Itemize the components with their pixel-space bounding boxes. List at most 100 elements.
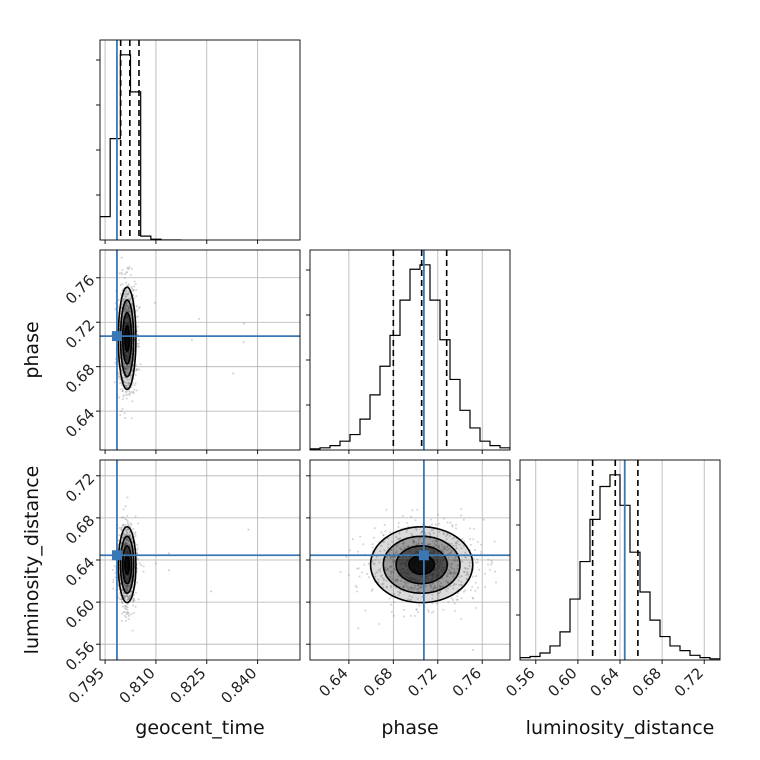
sample-point (469, 527, 472, 530)
sample-point (125, 543, 128, 545)
sample-point (403, 581, 406, 584)
sample-point (123, 543, 126, 545)
sample-point (452, 544, 455, 547)
sample-point (354, 584, 357, 587)
sample-point (429, 543, 432, 546)
sample-point (367, 562, 370, 565)
sample-point (455, 541, 458, 544)
sample-point (399, 548, 402, 551)
sample-point (431, 593, 434, 596)
sample-point (132, 597, 135, 600)
sample-point (127, 308, 130, 310)
sample-point (438, 546, 441, 549)
sample-point (414, 527, 417, 530)
sample-point (130, 547, 133, 550)
sample-point (134, 373, 137, 376)
sample-point (397, 593, 400, 596)
sample-point (125, 584, 128, 587)
sample-point (130, 578, 133, 581)
contour-line (124, 324, 131, 352)
panel-geocent_time-1 (100, 250, 300, 450)
sample-point (363, 563, 366, 566)
panel-geocent_time-2 (100, 460, 300, 660)
sample-point (420, 542, 423, 545)
sample-point (450, 572, 453, 575)
sample-point (412, 588, 415, 591)
sample-point (125, 594, 128, 597)
sample-point (128, 394, 131, 396)
sample-point (361, 571, 364, 574)
sample-point (125, 367, 128, 369)
sample-point (460, 575, 463, 578)
sample-point (133, 297, 136, 300)
x-tick-label: 0.64 (315, 664, 351, 700)
sample-point (127, 523, 130, 526)
sample-point (387, 543, 390, 546)
sample-point (448, 535, 451, 538)
sample-point (382, 578, 385, 580)
sample-point (125, 542, 127, 545)
sample-point (132, 288, 135, 291)
sample-point (495, 581, 497, 584)
sample-point (125, 611, 128, 614)
sample-point (383, 549, 386, 552)
sample-point (124, 308, 127, 311)
truth-marker (111, 550, 122, 561)
sample-point (123, 363, 126, 365)
sample-point (125, 367, 127, 370)
sample-point (455, 544, 458, 547)
sample-point (131, 302, 134, 305)
sample-point (121, 303, 123, 306)
sample-point (447, 564, 450, 567)
sample-point (122, 545, 125, 548)
sample-point (362, 543, 365, 546)
sample-point (474, 549, 477, 551)
sample-point (126, 528, 129, 531)
sample-point (128, 584, 131, 587)
labels-layer: geocent_time phase luminosity_distance p… (21, 321, 714, 739)
sample-point (123, 524, 126, 527)
sample-point (394, 551, 397, 554)
sample-point (427, 543, 430, 546)
sample-point (441, 577, 444, 580)
sample-point (136, 368, 139, 371)
sample-point (136, 552, 139, 555)
sample-point (126, 293, 129, 296)
sample-point (134, 515, 137, 518)
sample-point (121, 273, 124, 276)
sample-point (415, 608, 418, 611)
sample-point (121, 388, 124, 391)
sample-point (394, 555, 396, 558)
sample-point (132, 594, 135, 597)
sample-point (379, 550, 382, 553)
sample-point (120, 272, 123, 274)
y-tick-label: 0.68 (62, 512, 98, 548)
sample-point (132, 289, 135, 292)
sample-point (136, 342, 139, 345)
sample-point (395, 578, 398, 581)
sample-point (121, 289, 124, 292)
sample-point (118, 527, 121, 529)
sample-point (396, 538, 399, 540)
sample-point (127, 528, 130, 531)
x-tick-label: 0.68 (360, 664, 396, 700)
sample-point (373, 562, 376, 565)
sample-point (468, 564, 471, 567)
sample-point (127, 533, 130, 536)
sample-point (125, 538, 128, 541)
sample-point (461, 560, 464, 563)
sample-point (417, 587, 420, 590)
sample-point (124, 584, 126, 587)
sample-point (126, 588, 129, 591)
sample-point (131, 390, 134, 393)
y-tick-label: 0.72 (62, 316, 98, 352)
sample-point (417, 543, 420, 546)
sample-point (438, 584, 441, 587)
sample-point (126, 598, 129, 601)
sample-point (389, 565, 392, 568)
sample-point (119, 414, 122, 416)
histogram-step-luminosity_distance (520, 474, 720, 660)
sample-point (125, 585, 128, 588)
sample-point (123, 541, 126, 544)
sample-point (339, 571, 342, 573)
